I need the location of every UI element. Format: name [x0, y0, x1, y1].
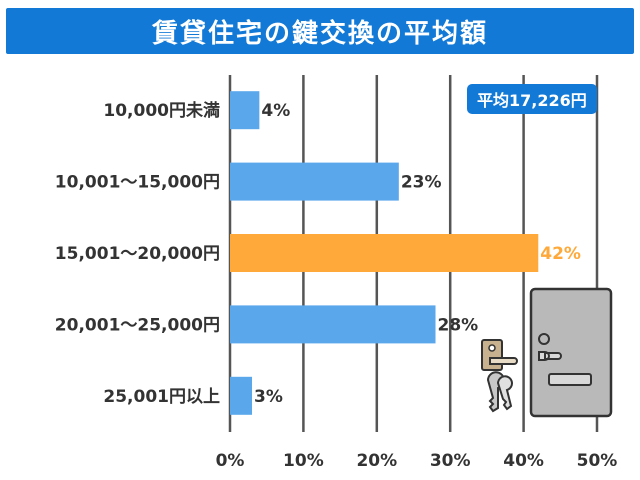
category-label: 25,001円以上: [103, 387, 220, 407]
bar: [230, 305, 436, 344]
lever-icon: [489, 357, 518, 365]
category-label: 10,000円未満: [103, 100, 220, 121]
value-label: 3%: [254, 387, 283, 407]
x-tick-label: 40%: [503, 451, 544, 471]
x-tick-label: 10%: [283, 451, 324, 471]
category-label: 10,001〜15,000円: [55, 173, 220, 193]
title-band: 賃貸住宅の鍵交換の平均額: [6, 8, 634, 54]
bar: [230, 376, 253, 415]
bar: [230, 162, 399, 201]
value-label: 23%: [401, 173, 442, 193]
keyhole-icon: [488, 344, 496, 352]
value-label: 4%: [261, 101, 290, 121]
door-handle-icon: [538, 351, 562, 361]
chart-title: 賃貸住宅の鍵交換の平均額: [151, 18, 488, 49]
bar: [230, 91, 260, 130]
x-tick-label: 30%: [430, 451, 471, 471]
x-tick-label: 0%: [216, 451, 245, 471]
category-label: 20,001〜25,000円: [55, 315, 220, 335]
title-bar: 賃貸住宅の鍵交換の平均額: [0, 0, 640, 62]
category-label: 15,001〜20,000円: [55, 244, 220, 264]
mail-slot-icon: [548, 373, 592, 386]
value-label: 42%: [540, 244, 581, 264]
bar: [230, 234, 539, 272]
x-tick-label: 20%: [356, 451, 397, 471]
average-badge: 平均17,226円: [467, 84, 597, 114]
key-icon: [496, 375, 513, 411]
door-lock-icon: [538, 333, 550, 345]
value-label: 28%: [438, 315, 479, 335]
x-tick-label: 50%: [577, 451, 618, 471]
